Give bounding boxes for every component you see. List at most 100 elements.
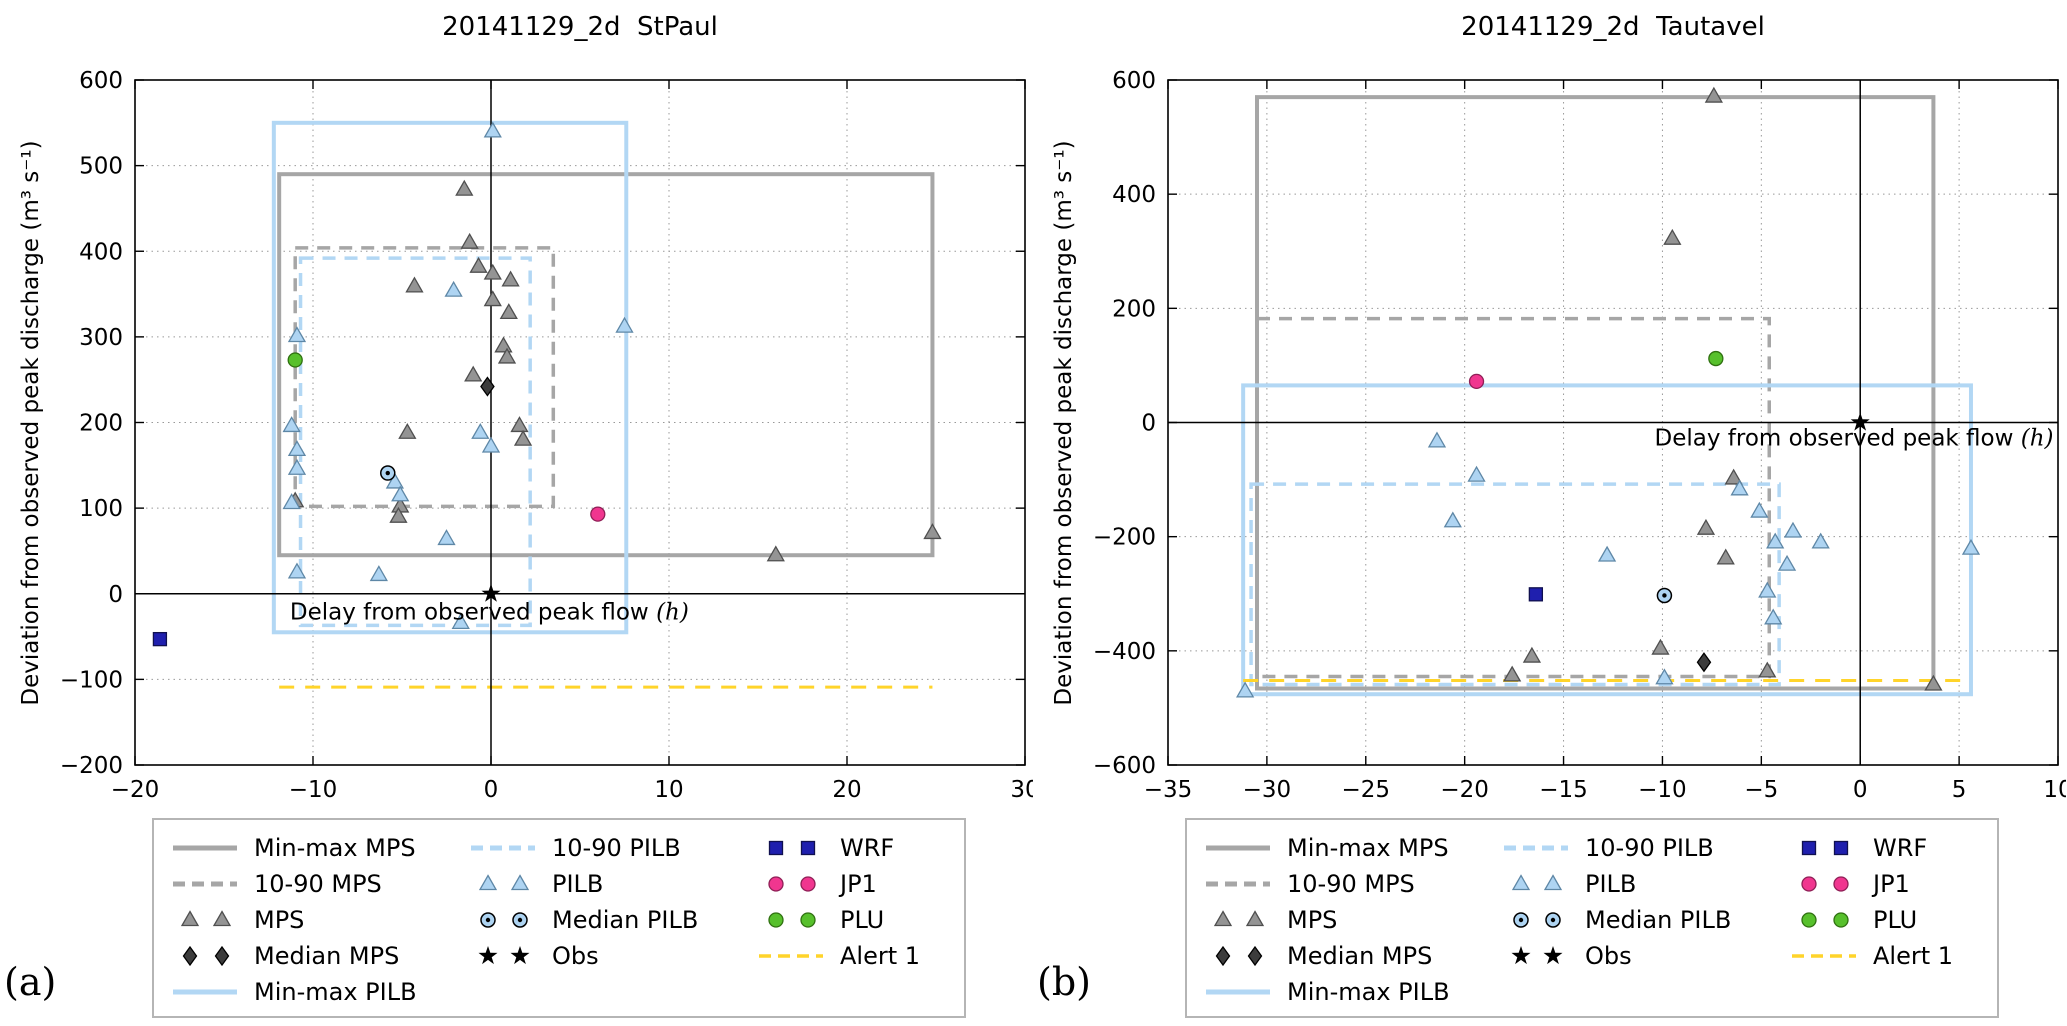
legend-label: 10-90 MPS — [1287, 870, 1415, 898]
legend-entry-alert-1: Alert 1 — [1789, 938, 1993, 974]
legend-entry-min-max-pilb: Min-max PILB — [1203, 974, 1501, 1010]
legend-swatch-median-pilb-icon — [1513, 912, 1561, 928]
x-tick-label: −10 — [1638, 777, 1687, 803]
legend-swatch-median-mps-icon — [182, 945, 230, 967]
legend-swatch-10-90-mps-line — [173, 881, 237, 887]
pilb-marker — [1750, 501, 1769, 518]
mps-marker — [1522, 646, 1542, 663]
legend-label: Min-max MPS — [1287, 834, 1449, 862]
mps-marker — [1651, 638, 1670, 655]
legend-swatch-mps-icon — [1213, 910, 1265, 927]
pilb-marker — [287, 326, 307, 343]
pilb-marker — [282, 416, 301, 433]
median-pilb-marker — [1656, 587, 1673, 604]
pilb-marker — [282, 493, 301, 510]
legend-label: Alert 1 — [840, 942, 921, 970]
pilb-marker — [287, 458, 307, 475]
mps-marker — [1704, 86, 1723, 103]
y-tick-label: −400 — [1093, 639, 1156, 665]
legend-label: WRF — [840, 834, 895, 862]
pilb-marker — [1777, 554, 1797, 571]
jp1-marker — [1468, 373, 1485, 390]
obs-marker — [481, 583, 501, 602]
mps-marker — [1924, 674, 1943, 691]
pilb-marker — [1811, 532, 1830, 549]
x-tick-label: −5 — [1744, 777, 1778, 803]
legend-label: PILB — [1585, 870, 1637, 898]
legend-label: Min-max PILB — [254, 978, 417, 1006]
mps-marker — [455, 179, 474, 196]
box-10-90-pilb — [298, 256, 532, 628]
legend-entry-alert-1: Alert 1 — [756, 938, 960, 974]
y-tick-label: 200 — [1112, 296, 1156, 322]
pilb-marker — [615, 316, 634, 333]
x-tick-label: −25 — [1342, 777, 1391, 803]
legend-swatch-obs-icon — [478, 946, 530, 965]
chart-title: 20141129_2d Tautavel — [1461, 12, 1765, 42]
legend-swatch-alert-1-line — [1792, 954, 1856, 958]
legend-swatch-min-max-pilb-line — [1206, 989, 1270, 995]
legend-entry-pilb: PILB — [1501, 866, 1789, 902]
panel-letter-label: (b) — [1037, 960, 1091, 1004]
y-tick-label: 600 — [79, 68, 123, 94]
legend-column: 10-90 PILB PILB Median PILB Obs — [1501, 830, 1789, 1012]
legend-entry-min-max-mps: Min-max MPS — [170, 830, 468, 866]
legend-entry-obs: Obs — [468, 938, 756, 974]
pilb-marker — [437, 529, 456, 546]
box-min-max-mps — [277, 172, 935, 558]
legend-label: Median PILB — [1585, 906, 1732, 934]
y-tick-label: 0 — [108, 582, 123, 608]
legend-column: WRF JP1 PLU Alert 1 — [1789, 830, 1993, 1012]
legend-entry-mps: MPS — [170, 902, 468, 938]
legend-label: Median MPS — [1287, 942, 1433, 970]
legend-entry-median-mps: Median MPS — [1203, 938, 1501, 974]
mps-marker — [510, 416, 529, 433]
legend-entry-plu: PLU — [1789, 902, 1993, 938]
x-tick-label: −20 — [111, 777, 160, 803]
legend-box: Min-max MPS 10-90 MPS MPS Median MPS Min-max… — [1185, 818, 1999, 1018]
y-tick-label: 500 — [79, 154, 123, 180]
legend-label: Obs — [1585, 942, 1632, 970]
mps-marker — [405, 276, 424, 293]
legend-label: WRF — [1873, 834, 1928, 862]
legend-column: Min-max MPS 10-90 MPS MPS Median MPS Min-max… — [170, 830, 468, 1012]
panel-a: 20141129_2d StPaul Deviation from observ… — [0, 0, 1033, 1026]
y-tick-label: −100 — [60, 667, 123, 693]
box-10-90-mps — [1255, 316, 1771, 679]
legend-label: 10-90 MPS — [254, 870, 382, 898]
plu-marker — [287, 352, 303, 368]
pilb-marker — [483, 121, 502, 138]
legend-column: Min-max MPS 10-90 MPS MPS Median MPS Min-max… — [1203, 830, 1501, 1012]
mps-marker — [499, 303, 518, 320]
mps-marker — [1696, 518, 1716, 535]
legend-entry-10-90-pilb: 10-90 PILB — [1501, 830, 1789, 866]
median-pilb-marker — [380, 465, 396, 481]
x-tick-label: 30 — [1010, 777, 1033, 803]
legend-swatch-wrf-icon — [768, 840, 816, 856]
pilb-marker — [451, 613, 470, 630]
median-mps-marker — [480, 376, 495, 397]
mps-marker — [923, 523, 942, 540]
legend-label: MPS — [254, 906, 305, 934]
pilb-marker — [1758, 581, 1777, 598]
x-tick-label: 10 — [2043, 777, 2066, 803]
plu-marker — [1708, 350, 1724, 367]
panel-letter-label: (a) — [4, 960, 57, 1004]
legend-label: MPS — [1287, 906, 1338, 934]
legend-label: Min-max PILB — [1287, 978, 1450, 1006]
legend-entry-jp1: JP1 — [1789, 866, 1993, 902]
y-tick-label: 200 — [79, 411, 123, 437]
legend-swatch-plu-icon — [1801, 912, 1849, 928]
mps-marker — [766, 545, 785, 562]
legend-swatch-10-90-pilb-line — [471, 845, 535, 851]
wrf-marker — [1528, 587, 1544, 602]
pilb-marker — [1443, 511, 1462, 528]
box-10-90-mps — [293, 246, 556, 509]
legend-swatch-min-max-pilb-line — [173, 989, 237, 995]
legend-label: JP1 — [1873, 870, 1910, 898]
x-tick-label: 0 — [1853, 777, 1868, 803]
pilb-marker — [1236, 681, 1255, 698]
legend-swatch-median-mps-icon — [1215, 945, 1263, 967]
box-10-90-pilb — [1249, 482, 1781, 687]
mps-marker — [497, 347, 517, 364]
